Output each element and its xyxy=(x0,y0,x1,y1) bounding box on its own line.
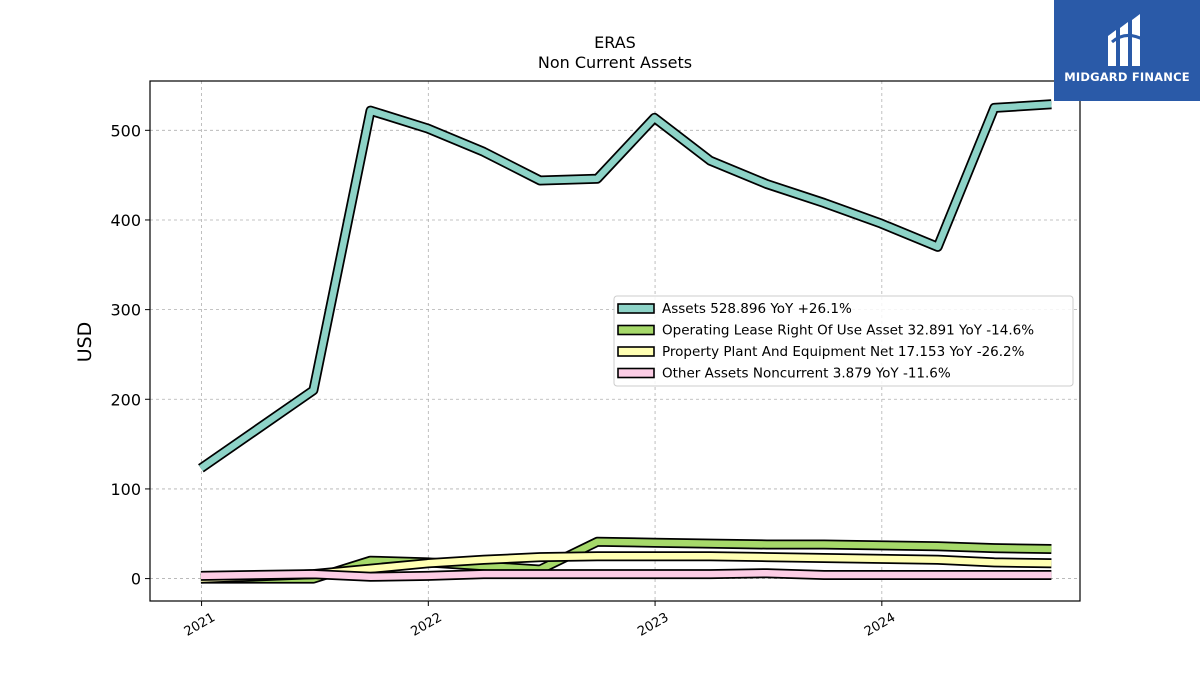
chart-title: ERAS xyxy=(594,33,636,52)
series-line xyxy=(200,569,1052,581)
legend-label: Operating Lease Right Of Use Asset 32.89… xyxy=(662,323,1034,339)
legend-swatch xyxy=(617,303,655,314)
legend-label: Other Assets Noncurrent 3.879 YoY -11.6% xyxy=(662,366,951,382)
y-tick-label: 400 xyxy=(110,211,141,230)
series-assets xyxy=(198,99,1052,473)
legend-swatch xyxy=(617,324,655,336)
y-tick-label: 500 xyxy=(110,121,141,140)
series-line xyxy=(199,101,1052,471)
series-layer xyxy=(198,99,1052,584)
x-tick-label: 2024 xyxy=(862,610,898,640)
x-tick-label: 2023 xyxy=(635,610,671,640)
logo-text: MIDGARD FINANCE xyxy=(1064,70,1190,84)
x-axis: 2021 2022 2023 2024 xyxy=(182,601,898,640)
legend: Assets 528.896 YoY +26.1% Operating Lease… xyxy=(613,295,1074,387)
legend-swatch xyxy=(617,346,655,357)
legend-label: Assets 528.896 YoY +26.1% xyxy=(662,301,852,317)
y-tick-label: 0 xyxy=(131,570,141,589)
chart-subtitle: Non Current Assets xyxy=(538,53,692,72)
y-tick-label: 100 xyxy=(110,480,141,499)
legend-swatch xyxy=(617,367,655,379)
x-tick-label: 2022 xyxy=(408,610,444,640)
x-tick-label: 2021 xyxy=(182,610,218,640)
midgard-finance-logo: MIDGARD FINANCE xyxy=(1054,0,1200,101)
series-property-plant-and-equipment-net xyxy=(200,551,1052,584)
y-tick-label: 300 xyxy=(110,301,141,320)
y-axis: 0 100 200 300 400 500 xyxy=(110,121,150,589)
y-axis-label: USD xyxy=(74,322,96,363)
logo-mark-icon xyxy=(1108,14,1145,66)
plot-frame xyxy=(149,80,1081,602)
y-tick-label: 200 xyxy=(110,390,141,409)
series-other-assets-noncurrent xyxy=(200,568,1052,582)
legend-box xyxy=(613,295,1074,387)
legend-label: Property Plant And Equipment Net 17.153 … xyxy=(662,344,1025,360)
series-outline xyxy=(198,99,1052,473)
